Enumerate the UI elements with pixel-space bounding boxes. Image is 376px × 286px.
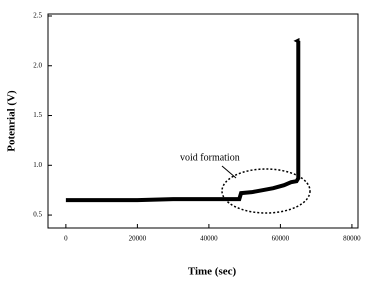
y-tick-label: 1.0 [33,161,42,169]
x-tick-label: 40000 [200,235,218,243]
x-axis-label: Time (sec) [188,266,237,278]
x-tick-label: 0 [64,235,68,243]
x-tick-label: 20000 [129,235,147,243]
y-tick-label: 1.5 [33,111,42,119]
x-tick-label: 60000 [272,235,290,243]
x-tick-label: 80000 [343,235,361,243]
y-tick-label: 0.5 [33,211,42,219]
y-axis-label: Potenrial (V) [6,90,18,152]
annotation-ellipse [221,168,311,214]
plot-frame [47,13,359,229]
y-tick-label: 2.0 [33,61,42,69]
annotation-arrow [221,165,237,179]
data-line [65,40,301,203]
annotation: void formation [180,152,240,163]
y-tick-label: 2.5 [33,12,42,20]
